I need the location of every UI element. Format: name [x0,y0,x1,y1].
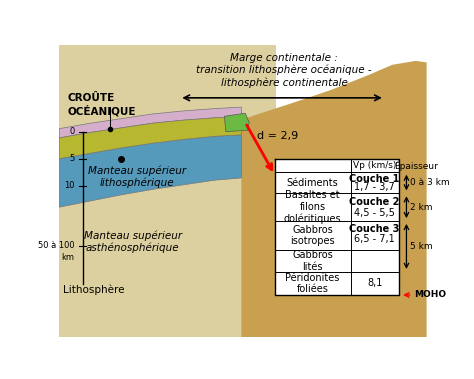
Polygon shape [59,107,241,138]
Bar [59,45,276,337]
Text: 5 km: 5 km [410,242,433,251]
Polygon shape [199,61,427,337]
Bar [275,160,399,295]
Text: 10: 10 [64,181,75,190]
Text: Péridonites
foliées: Péridonites foliées [285,273,340,294]
Text: CROÛTE
OCÉANIQUE: CROÛTE OCÉANIQUE [67,93,136,117]
Polygon shape [59,178,241,337]
Text: Sédiments: Sédiments [287,177,338,188]
Polygon shape [59,116,241,159]
Text: 0: 0 [70,127,75,136]
Text: Épaisseur: Épaisseur [394,160,438,171]
Text: 0 à 3 km: 0 à 3 km [410,178,450,187]
Text: MOHO: MOHO [414,290,447,299]
Polygon shape [59,135,241,207]
Text: Basaltes et
filons
doléritiques: Basaltes et filons doléritiques [284,190,341,224]
Text: d = 2,9: d = 2,9 [257,132,298,141]
Text: Manteau supérieur
asthénosphérique: Manteau supérieur asthénosphérique [84,230,182,253]
Text: km: km [62,253,75,262]
Text: Gabbros
lités: Gabbros lités [292,250,333,272]
Text: 6,5 - 7,1: 6,5 - 7,1 [354,234,395,244]
Text: 4,5 - 5,5: 4,5 - 5,5 [354,208,395,218]
Text: 2 km: 2 km [410,203,433,212]
Text: Couche 1: Couche 1 [349,174,400,184]
Text: Gabbros
isotropes: Gabbros isotropes [291,225,335,246]
Text: Lithosphère: Lithosphère [63,284,125,295]
Text: 50 à 100: 50 à 100 [38,241,75,250]
Text: 8,1: 8,1 [367,279,383,288]
Text: 5: 5 [70,154,75,163]
Text: 1,7 - 3,7: 1,7 - 3,7 [354,182,395,192]
Polygon shape [224,113,249,132]
Text: Vp (km/s): Vp (km/s) [353,161,396,170]
Text: Couche 3: Couche 3 [349,224,400,234]
Text: Marge continentale :
transition lithosphère océanique -
lithosphère continentale: Marge continentale : transition lithosph… [196,53,372,88]
Text: Couche 2: Couche 2 [349,197,400,207]
Text: Manteau supérieur
lithosphérique: Manteau supérieur lithosphérique [88,165,186,188]
